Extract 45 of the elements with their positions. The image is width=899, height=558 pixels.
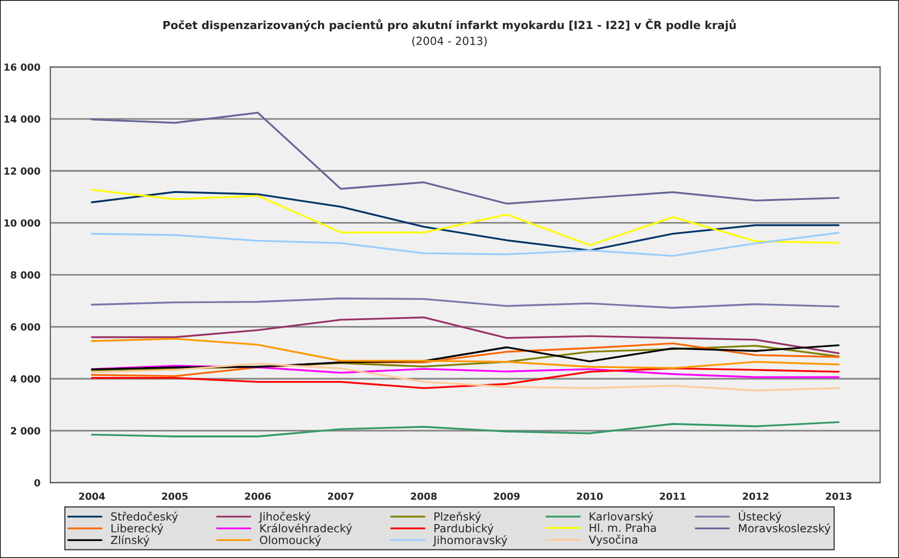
line-series (90, 342, 840, 378)
legend-label: Jihočeský (258, 512, 310, 523)
y-tick-label: 2 000 (10, 427, 40, 435)
line-series (90, 338, 840, 369)
legend-label: Zlínský (110, 535, 150, 546)
x-tick-label: 2012 (742, 492, 768, 500)
x-tick-label: 2005 (162, 492, 188, 500)
chart-subtitle: (2004 - 2013) (412, 36, 487, 46)
x-tick-label: 2004 (79, 492, 105, 500)
y-tick-label: 8 000 (10, 271, 40, 279)
legend-label: Jihomoravský (432, 535, 508, 546)
y-tick-label: 10 000 (4, 219, 40, 227)
line-series (90, 367, 840, 389)
y-tick-label: 12 000 (4, 167, 40, 175)
legend-label: Pardubický (434, 523, 494, 535)
chart-title: Počet dispenzarizovaných pacientů pro akutní infarkt myokardu [I21 - I22] v ČR podle krajů (163, 18, 736, 32)
line-series (90, 112, 840, 205)
line-series (90, 298, 840, 309)
y-tick-label: 16 000 (4, 63, 40, 71)
y-tick-label: 6 000 (10, 323, 40, 331)
legend-label: Moravskoslezský (739, 523, 830, 535)
line-series (90, 232, 840, 257)
line-series (90, 421, 840, 438)
x-tick-label: 2007 (328, 492, 354, 500)
x-tick-label: 2010 (576, 492, 603, 500)
legend-label: Liberecký (112, 523, 164, 535)
line-series (90, 364, 840, 378)
legend-label: Středočeský (111, 512, 178, 523)
legend-label: Královéhradecký (260, 523, 352, 535)
line-series (90, 316, 840, 354)
legend-label: Karlovarský (590, 512, 654, 523)
legend-label: Olomoucký (260, 535, 321, 546)
y-tick-label: 14 000 (4, 115, 40, 123)
legend-label: Vysočina (588, 534, 638, 546)
x-tick-label: 2011 (660, 492, 686, 500)
legend-label: Plzeňský (434, 512, 481, 523)
x-tick-label: 2013 (826, 492, 852, 500)
y-tick-label: 0 (34, 479, 40, 486)
x-tick-label: 2006 (245, 492, 271, 500)
x-tick-label: 2009 (494, 492, 520, 500)
legend-label: Hl. m. Praha (590, 523, 656, 532)
line-series (90, 362, 840, 392)
x-tick-label: 2008 (410, 492, 437, 500)
y-tick-label: 4 000 (10, 375, 40, 383)
legend-label: Ústecký (738, 510, 782, 523)
